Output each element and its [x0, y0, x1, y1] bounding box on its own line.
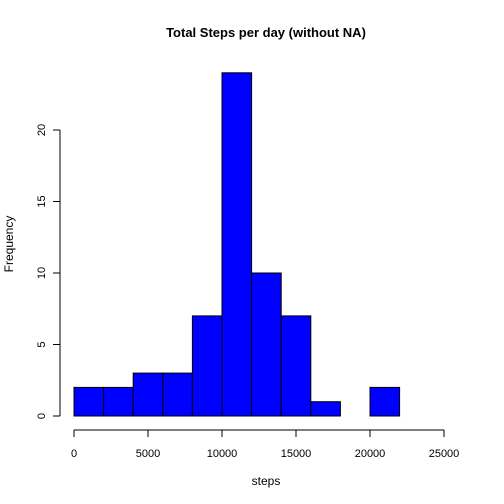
- x-tick-label-5: 25000: [429, 448, 460, 460]
- chart-title: Total Steps per day (without NA): [166, 25, 366, 40]
- x-tick-label-1: 5000: [136, 448, 160, 460]
- y-axis-label: Frequency: [2, 216, 16, 273]
- y-tick-label-2: 10: [36, 267, 48, 279]
- y-tick-label-0: 0: [36, 413, 48, 419]
- histogram-bar-3: [162, 372, 193, 417]
- histogram-bar-7: [280, 315, 312, 417]
- x-tick-label-4: 20000: [355, 448, 386, 460]
- histogram-bar-10: [369, 386, 401, 417]
- x-axis: 0 5000 10000 15000 20000 25000: [71, 429, 460, 460]
- bars-group: [73, 72, 401, 417]
- y-tick-label-1: 5: [36, 341, 48, 347]
- histogram-bar-2: [132, 372, 164, 417]
- y-axis: 0 5 10 15 20: [36, 124, 61, 419]
- histogram-bar-8: [310, 401, 341, 417]
- x-axis-label: steps: [252, 474, 281, 488]
- x-tick-label-0: 0: [71, 448, 77, 460]
- histogram-bar-6: [251, 272, 282, 417]
- histogram-bar-4: [191, 315, 223, 417]
- histogram-bar-5: [221, 72, 253, 417]
- y-tick-label-3: 15: [36, 195, 48, 207]
- histogram-bar-1: [103, 386, 134, 417]
- x-tick-label-2: 10000: [207, 448, 238, 460]
- histogram-bar-0: [73, 386, 105, 417]
- y-tick-label-4: 20: [36, 124, 48, 136]
- x-tick-label-3: 15000: [281, 448, 312, 460]
